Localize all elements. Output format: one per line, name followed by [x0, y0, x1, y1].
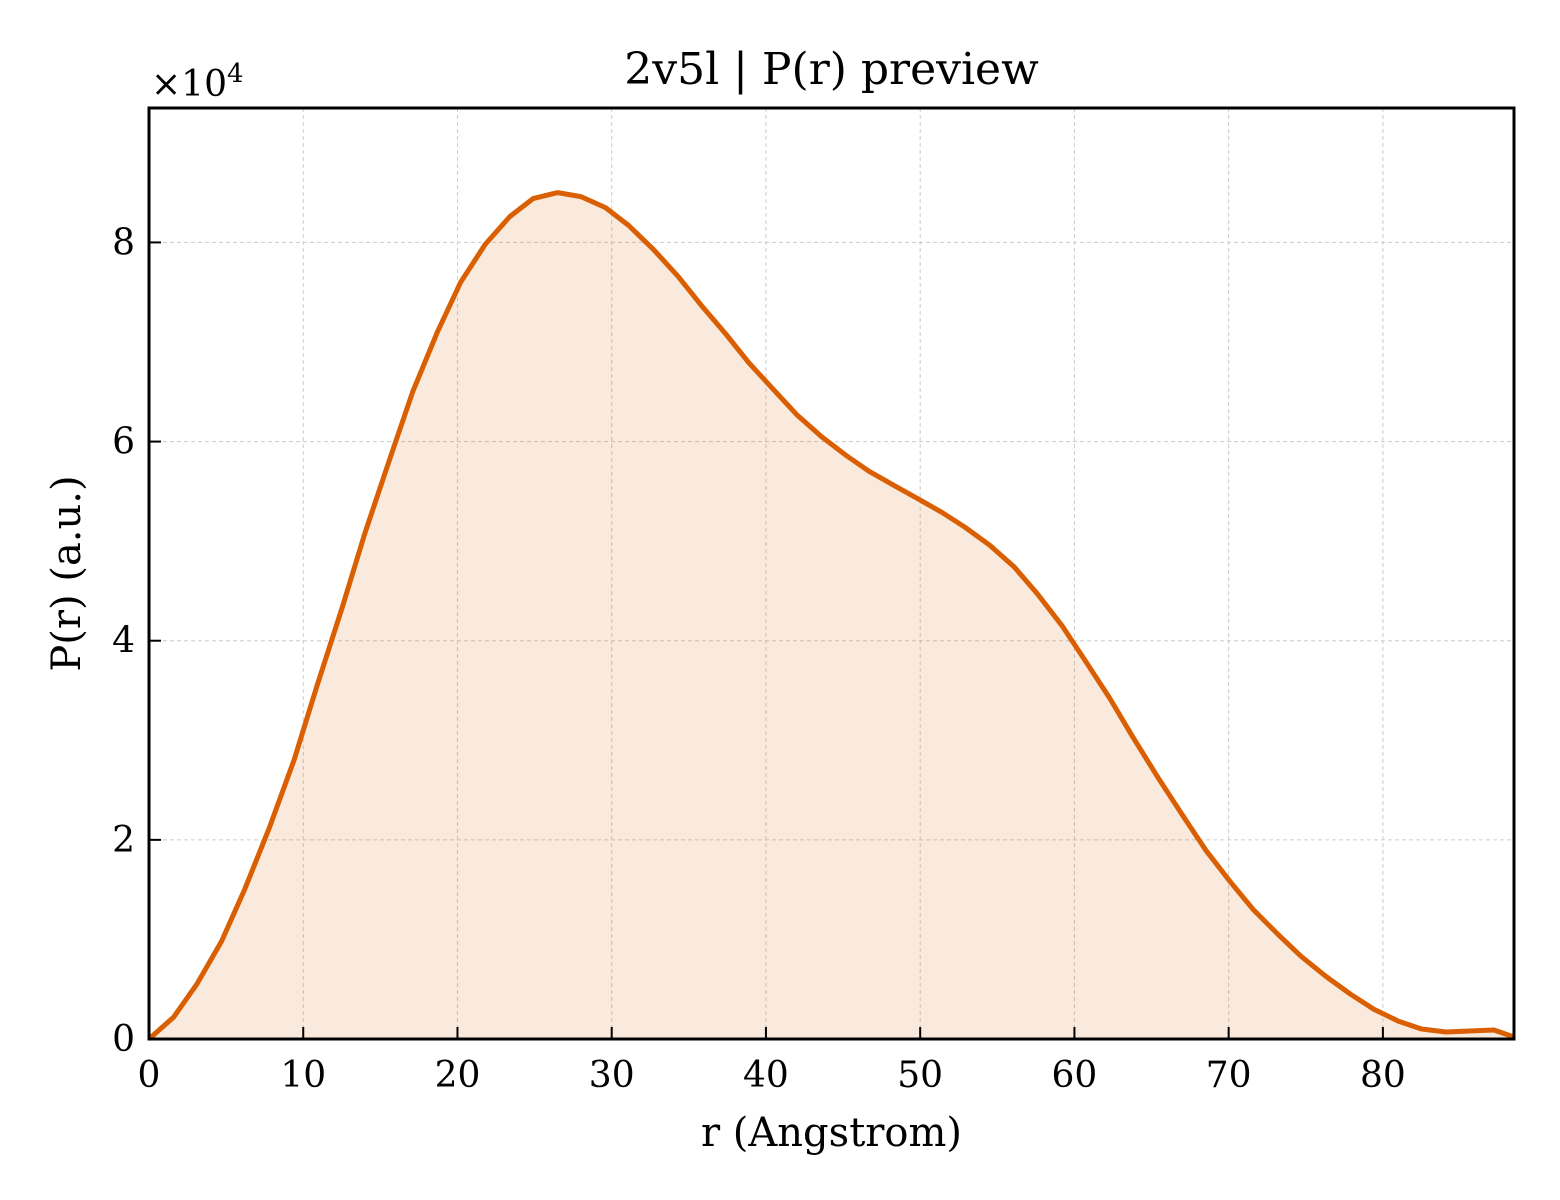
grid-lines — [149, 108, 1514, 1039]
y-axis-label: P(r) (a.u.) — [44, 475, 90, 671]
y-axis-multiplier-exponent: 4 — [227, 59, 244, 89]
x-tick-label: 60 — [1052, 1055, 1098, 1096]
series-line — [147, 190, 1515, 1041]
x-tick-label: 0 — [138, 1055, 161, 1096]
x-tick-label: 80 — [1360, 1055, 1406, 1096]
y-axis-multiplier: ×104 — [151, 59, 244, 105]
x-tick-label: 10 — [280, 1055, 326, 1096]
x-tick-label: 70 — [1206, 1055, 1252, 1096]
y-axis-multiplier-base: ×10 — [151, 64, 227, 105]
area-fill — [149, 192, 1514, 1040]
tick-labels: 0 10 20 30 40 50 60 70 80 0 2 4 6 8 — [112, 222, 1406, 1096]
x-tick-label: 20 — [435, 1055, 481, 1096]
plot-frame — [147, 106, 1516, 1041]
y-tick-label: 4 — [112, 621, 135, 662]
y-tick-label: 8 — [112, 222, 135, 263]
y-tick-label: 0 — [112, 1019, 135, 1060]
y-tick-label: 2 — [112, 820, 135, 861]
y-tick-label: 6 — [112, 422, 135, 463]
x-tick-label: 50 — [897, 1055, 943, 1096]
x-axis-label: r (Angstrom) — [701, 1110, 962, 1156]
chart-title: 2v5l | P(r) preview — [624, 44, 1039, 95]
x-tick-label: 30 — [589, 1055, 635, 1096]
x-tick-label: 40 — [743, 1055, 789, 1096]
